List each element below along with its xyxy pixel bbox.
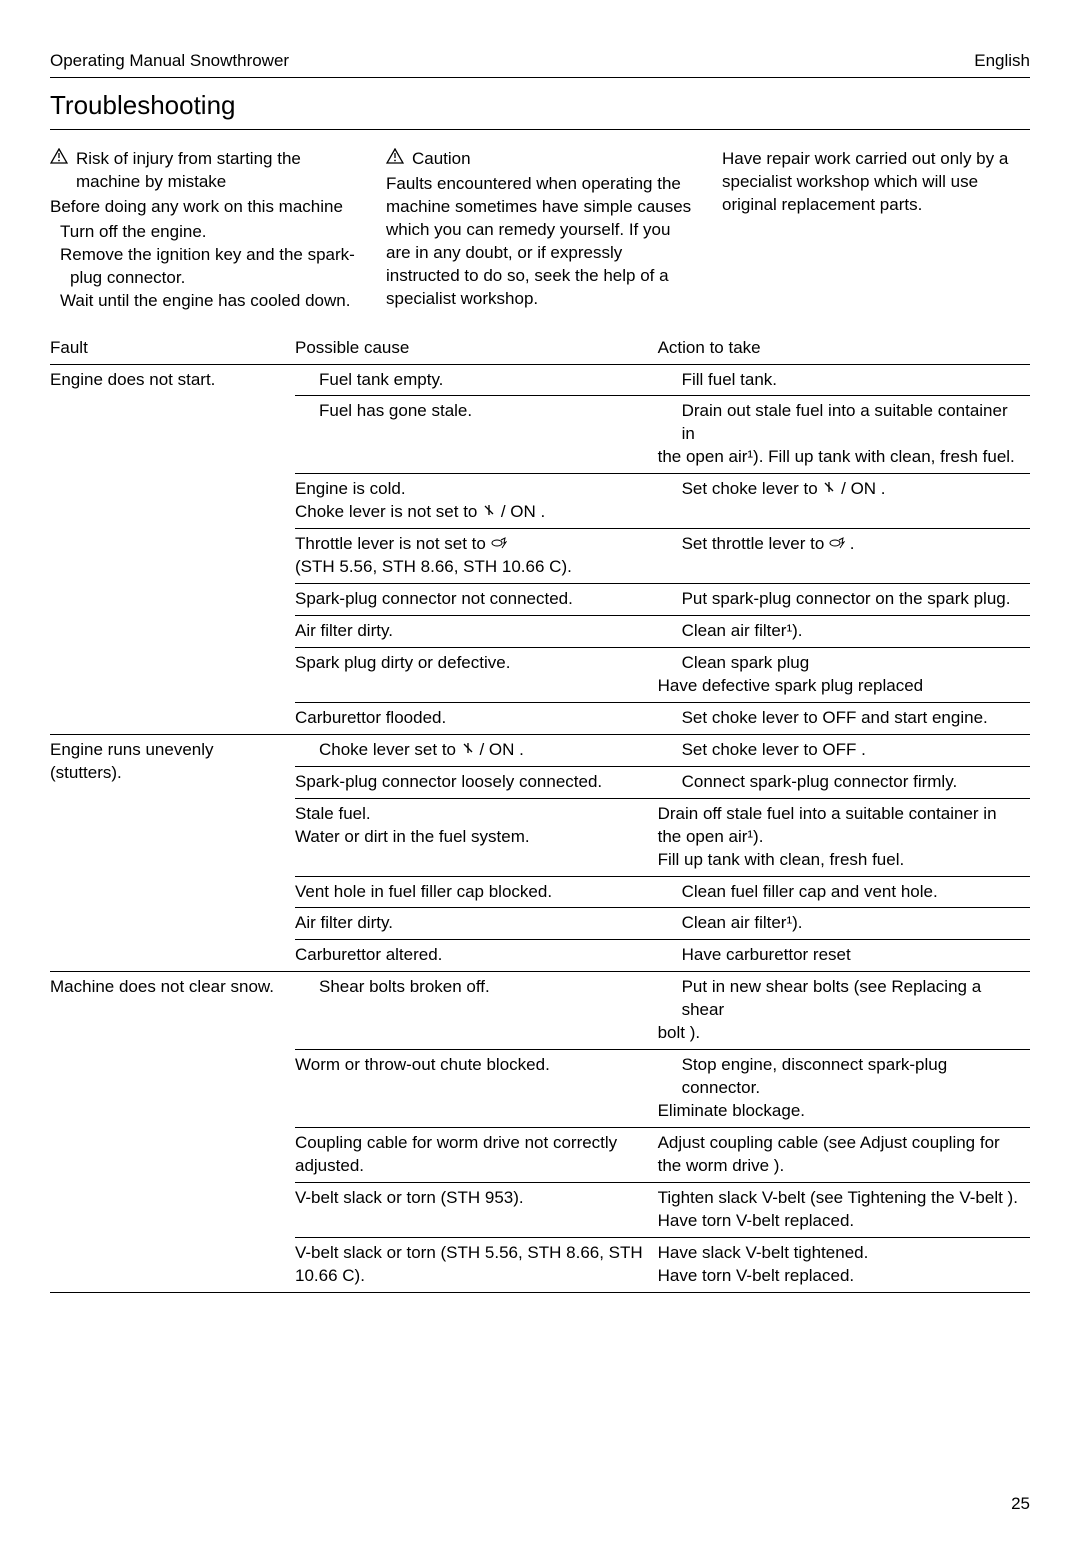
cause-cell: Throttle lever is not set to (STH 5.56, … xyxy=(295,529,658,584)
warning-bullet: Remove the ignition key and the spark-pl… xyxy=(60,244,358,290)
throttle-fast-icon xyxy=(829,533,845,556)
header-right: English xyxy=(974,50,1030,73)
cause-cell: Fuel tank empty. xyxy=(295,364,658,396)
cause-cell: Carburettor altered. xyxy=(295,940,658,972)
cause-cell: Engine is cold. Choke lever is not set t… xyxy=(295,474,658,529)
cause-cell: Coupling cable for worm drive not correc… xyxy=(295,1127,658,1182)
cause-cell: Shear bolts broken off. xyxy=(295,972,658,1050)
table-row: Engine does not start. Fuel tank empty. … xyxy=(50,364,1030,396)
action-cell: Put spark-plug connector on the spark pl… xyxy=(658,584,1030,616)
troubleshooting-table: Fault Possible cause Action to take Engi… xyxy=(50,333,1030,1293)
choke-icon xyxy=(482,501,496,524)
action-cell: Connect spark-plug connector firmly. xyxy=(658,766,1030,798)
action-cell: Clean spark plugHave defective spark plu… xyxy=(658,648,1030,703)
action-cell: Put in new shear bolts (see Replacing a … xyxy=(658,972,1030,1050)
warning-bullet: Wait until the engine has cooled down. xyxy=(60,290,358,313)
action-cell: Set choke lever to OFF and start engine. xyxy=(658,702,1030,734)
repair-body: Have repair work carried out only by a s… xyxy=(722,148,1030,217)
intro-col-repair: Have repair work carried out only by a s… xyxy=(722,148,1030,313)
section-title: Troubleshooting xyxy=(50,88,1030,130)
cause-cell: Choke lever set to / ON . xyxy=(295,734,658,766)
cause-cell: Stale fuel.Water or dirt in the fuel sys… xyxy=(295,798,658,876)
cause-cell: Air filter dirty. xyxy=(295,908,658,940)
fault-cell: Engine does not start. xyxy=(50,364,295,734)
action-cell: Tighten slack V-belt (see Tightening the… xyxy=(658,1182,1030,1237)
action-cell: Set choke lever to OFF . xyxy=(658,734,1030,766)
caution-title-text: Caution xyxy=(412,148,471,171)
action-cell: Clean air filter¹). xyxy=(658,908,1030,940)
choke-icon xyxy=(822,478,836,501)
table-row: Machine does not clear snow. Shear bolts… xyxy=(50,972,1030,1050)
cause-cell: V-belt slack or torn (STH 953). xyxy=(295,1182,658,1237)
intro-col-warning: Risk of injury from starting the machine… xyxy=(50,148,358,313)
action-cell: Stop engine, disconnect spark-plug conne… xyxy=(658,1050,1030,1128)
cause-cell: V-belt slack or torn (STH 5.56, STH 8.66… xyxy=(295,1237,658,1292)
header-action: Action to take xyxy=(658,333,1030,364)
cause-cell: Carburettor flooded. xyxy=(295,702,658,734)
action-cell: Have slack V-belt tightened.Have torn V-… xyxy=(658,1237,1030,1292)
fault-cell: Machine does not clear snow. xyxy=(50,972,295,1292)
header-left: Operating Manual Snowthrower xyxy=(50,50,289,73)
intro-col-caution: Caution Faults encountered when operatin… xyxy=(386,148,694,313)
cause-cell: Worm or throw-out chute blocked. xyxy=(295,1050,658,1128)
page-number: 25 xyxy=(50,1493,1030,1516)
cause-cell: Vent hole in fuel filler cap blocked. xyxy=(295,876,658,908)
caution-icon xyxy=(386,148,404,171)
cause-cell: Spark-plug connector loosely connected. xyxy=(295,766,658,798)
throttle-fast-icon xyxy=(491,533,507,556)
action-cell: Clean fuel filler cap and vent hole. xyxy=(658,876,1030,908)
header-cause: Possible cause xyxy=(295,333,658,364)
warning-before: Before doing any work on this machine xyxy=(50,196,358,219)
cause-cell: Spark plug dirty or defective. xyxy=(295,648,658,703)
table-row: Engine runs unevenly (stutters). Choke l… xyxy=(50,734,1030,766)
caution-body: Faults encountered when operating the ma… xyxy=(386,173,694,311)
header-fault: Fault xyxy=(50,333,295,364)
fault-cell: Engine runs unevenly (stutters). xyxy=(50,734,295,972)
page-header: Operating Manual Snowthrower English xyxy=(50,50,1030,78)
choke-icon xyxy=(461,739,475,762)
action-cell: Adjust coupling cable (see Adjust coupli… xyxy=(658,1127,1030,1182)
warning-title-text: Risk of injury from starting the machine… xyxy=(76,148,358,194)
warning-icon xyxy=(50,148,68,171)
warning-bullets: Turn off the engine. Remove the ignition… xyxy=(60,221,358,313)
cause-cell: Air filter dirty. xyxy=(295,616,658,648)
action-cell: Clean air filter¹). xyxy=(658,616,1030,648)
action-cell: Fill fuel tank. xyxy=(658,364,1030,396)
warning-bullet: Turn off the engine. xyxy=(60,221,358,244)
table-header-row: Fault Possible cause Action to take xyxy=(50,333,1030,364)
cause-cell: Spark-plug connector not connected. xyxy=(295,584,658,616)
cause-cell: Fuel has gone stale. xyxy=(295,396,658,474)
action-cell: Drain out stale fuel into a suitable con… xyxy=(658,396,1030,474)
action-cell: Drain off stale fuel into a suitable con… xyxy=(658,798,1030,876)
action-cell: Set choke lever to / ON . xyxy=(658,474,1030,529)
action-cell: Set throttle lever to . xyxy=(658,529,1030,584)
intro-columns: Risk of injury from starting the machine… xyxy=(50,148,1030,313)
action-cell: Have carburettor reset xyxy=(658,940,1030,972)
